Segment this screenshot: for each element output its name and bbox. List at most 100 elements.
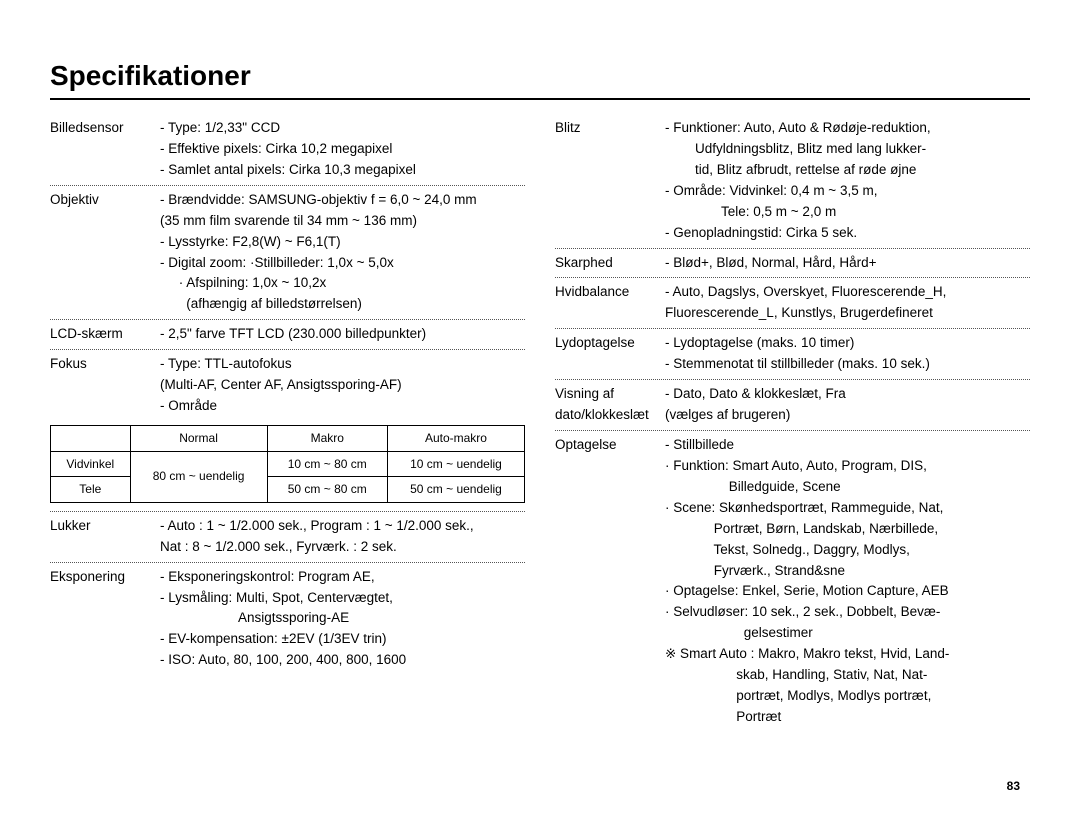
spec-line: - 2,5" farve TFT LCD (230.000 billedpunk… (160, 324, 525, 345)
spec-line: - Type: TTL-autofokus (160, 354, 525, 375)
value-eksponering: - Eksponeringskontrol: Program AE, - Lys… (160, 567, 525, 672)
spec-line: - Genopladningstid: Cirka 5 sek. (665, 223, 1030, 244)
spec-line: - Lysmåling: Multi, Spot, Centervægtet, (160, 588, 525, 609)
spec-line: - Dato, Dato & klokkeslæt, Fra (665, 384, 1030, 405)
value-hvidbalance: - Auto, Dagslys, Overskyet, Fluoresceren… (665, 282, 1030, 324)
spec-lydoptagelse: Lydoptagelse - Lydoptagelse (maks. 10 ti… (555, 333, 1030, 380)
spec-objektiv: Objektiv - Brændvidde: SAMSUNG-objektiv … (50, 190, 525, 321)
spec-eksponering: Eksponering - Eksponeringskontrol: Progr… (50, 567, 525, 676)
value-optagelse: - Stillbillede · Funktion: Smart Auto, A… (665, 435, 1030, 728)
spec-line: · Funktion: Smart Auto, Auto, Program, D… (665, 456, 1030, 477)
spec-line: tid, Blitz afbrudt, rettelse af røde øjn… (665, 160, 1030, 181)
table-row: Tele 50 cm ~ 80 cm 50 cm ~ uendelig (51, 477, 525, 503)
spec-blitz: Blitz - Funktioner: Auto, Auto & Rødøje-… (555, 118, 1030, 249)
spec-line: Ansigtssporing-AE (160, 608, 525, 629)
spec-skarphed: Skarphed - Blød+, Blød, Normal, Hård, Hå… (555, 253, 1030, 279)
table-cell: Vidvinkel (51, 451, 131, 477)
spec-line: - Effektive pixels: Cirka 10,2 megapixel (160, 139, 525, 160)
spec-line: ※ Smart Auto : Makro, Makro tekst, Hvid,… (665, 644, 1030, 665)
value-lcd: - 2,5" farve TFT LCD (230.000 billedpunk… (160, 324, 525, 345)
spec-line: Tekst, Solnedg., Daggry, Modlys, (665, 540, 1030, 561)
spec-line: - Eksponeringskontrol: Program AE, (160, 567, 525, 588)
spec-line: - Stillbillede (665, 435, 1030, 456)
table-cell: 10 cm ~ uendelig (387, 451, 524, 477)
right-column: Blitz - Funktioner: Auto, Auto & Rødøje-… (555, 118, 1030, 736)
focus-table: Normal Makro Auto-makro Vidvinkel 80 cm … (50, 425, 525, 503)
value-blitz: - Funktioner: Auto, Auto & Rødøje-redukt… (665, 118, 1030, 244)
focus-table-wrap: Normal Makro Auto-makro Vidvinkel 80 cm … (50, 425, 525, 512)
table-cell: 10 cm ~ 80 cm (267, 451, 387, 477)
spec-line: - Auto : 1 ~ 1/2.000 sek., Program : 1 ~… (160, 516, 525, 537)
spec-visning: Visning af dato/klokkeslæt - Dato, Dato … (555, 384, 1030, 431)
table-row: Normal Makro Auto-makro (51, 425, 525, 451)
spec-line: Tele: 0,5 m ~ 2,0 m (665, 202, 1030, 223)
table-header: Makro (267, 425, 387, 451)
spec-line: - Område: Vidvinkel: 0,4 m ~ 3,5 m, (665, 181, 1030, 202)
spec-columns: Billedsensor - Type: 1/2,33" CCD - Effek… (50, 118, 1030, 736)
spec-line: Billedguide, Scene (665, 477, 1030, 498)
spec-optagelse: Optagelse - Stillbillede · Funktion: Sma… (555, 435, 1030, 732)
value-visning: - Dato, Dato & klokkeslæt, Fra (vælges a… (665, 384, 1030, 426)
table-header: Normal (130, 425, 267, 451)
label-billedsensor: Billedsensor (50, 118, 160, 181)
page-title: Specifikationer (50, 60, 1030, 100)
label-optagelse: Optagelse (555, 435, 665, 728)
spec-line: (Multi-AF, Center AF, Ansigtssporing-AF) (160, 375, 525, 396)
spec-line: Fyrværk., Strand&sne (665, 561, 1030, 582)
table-header-blank (51, 425, 131, 451)
spec-line: · Optagelse: Enkel, Serie, Motion Captur… (665, 581, 1030, 602)
label-fokus: Fokus (50, 354, 160, 417)
label-eksponering: Eksponering (50, 567, 160, 672)
spec-line: (35 mm film svarende til 34 mm ~ 136 mm) (160, 211, 525, 232)
spec-line: Nat : 8 ~ 1/2.000 sek., Fyrværk. : 2 sek… (160, 537, 525, 558)
spec-line: - ISO: Auto, 80, 100, 200, 400, 800, 160… (160, 650, 525, 671)
table-header: Auto-makro (387, 425, 524, 451)
spec-lcd: LCD-skærm - 2,5" farve TFT LCD (230.000 … (50, 324, 525, 350)
spec-line: Portræt (665, 707, 1030, 728)
spec-line: (vælges af brugeren) (665, 405, 1030, 426)
label-lukker: Lukker (50, 516, 160, 558)
spec-line: · Afspilning: 1,0x ~ 10,2x (160, 273, 525, 294)
label-lcd: LCD-skærm (50, 324, 160, 345)
label-visning: Visning af dato/klokkeslæt (555, 384, 665, 426)
spec-hvidbalance: Hvidbalance - Auto, Dagslys, Overskyet, … (555, 282, 1030, 329)
label-lydoptagelse: Lydoptagelse (555, 333, 665, 375)
spec-line: - EV-kompensation: ±2EV (1/3EV trin) (160, 629, 525, 650)
spec-line: (afhængig af billedstørrelsen) (160, 294, 525, 315)
value-lydoptagelse: - Lydoptagelse (maks. 10 timer) - Stemme… (665, 333, 1030, 375)
page-number: 83 (1007, 779, 1020, 793)
spec-line: Fluorescerende_L, Kunstlys, Brugerdefine… (665, 303, 1030, 324)
spec-line: - Samlet antal pixels: Cirka 10,3 megapi… (160, 160, 525, 181)
spec-line: - Auto, Dagslys, Overskyet, Fluoresceren… (665, 282, 1030, 303)
spec-line: portræt, Modlys, Modlys portræt, (665, 686, 1030, 707)
spec-line: - Digital zoom: ·Stillbilleder: 1,0x ~ 5… (160, 253, 525, 274)
table-cell: 80 cm ~ uendelig (130, 451, 267, 502)
table-row: Vidvinkel 80 cm ~ uendelig 10 cm ~ 80 cm… (51, 451, 525, 477)
table-cell: Tele (51, 477, 131, 503)
spec-line: - Brændvidde: SAMSUNG-objektiv f = 6,0 ~… (160, 190, 525, 211)
value-fokus: - Type: TTL-autofokus (Multi-AF, Center … (160, 354, 525, 417)
spec-line: gelsestimer (665, 623, 1030, 644)
label-blitz: Blitz (555, 118, 665, 244)
value-lukker: - Auto : 1 ~ 1/2.000 sek., Program : 1 ~… (160, 516, 525, 558)
spec-line: - Lysstyrke: F2,8(W) ~ F6,1(T) (160, 232, 525, 253)
label-hvidbalance: Hvidbalance (555, 282, 665, 324)
spec-line: - Funktioner: Auto, Auto & Rødøje-redukt… (665, 118, 1030, 139)
value-objektiv: - Brændvidde: SAMSUNG-objektiv f = 6,0 ~… (160, 190, 525, 316)
spec-line: Udfyldningsblitz, Blitz med lang lukker- (665, 139, 1030, 160)
label-objektiv: Objektiv (50, 190, 160, 316)
spec-line: Portræt, Børn, Landskab, Nærbillede, (665, 519, 1030, 540)
spec-line: - Område (160, 396, 525, 417)
spec-line: - Type: 1/2,33" CCD (160, 118, 525, 139)
spec-fokus-group: Fokus - Type: TTL-autofokus (Multi-AF, C… (50, 354, 525, 512)
spec-fokus: Fokus - Type: TTL-autofokus (Multi-AF, C… (50, 354, 525, 421)
table-cell: 50 cm ~ uendelig (387, 477, 524, 503)
value-billedsensor: - Type: 1/2,33" CCD - Effektive pixels: … (160, 118, 525, 181)
spec-line: · Selvudløser: 10 sek., 2 sek., Dobbelt,… (665, 602, 1030, 623)
spec-line: - Stemmenotat til stillbilleder (maks. 1… (665, 354, 1030, 375)
spec-line: skab, Handling, Stativ, Nat, Nat- (665, 665, 1030, 686)
value-skarphed: - Blød+, Blød, Normal, Hård, Hård+ (665, 253, 1030, 274)
spec-billedsensor: Billedsensor - Type: 1/2,33" CCD - Effek… (50, 118, 525, 186)
label-skarphed: Skarphed (555, 253, 665, 274)
table-cell: 50 cm ~ 80 cm (267, 477, 387, 503)
